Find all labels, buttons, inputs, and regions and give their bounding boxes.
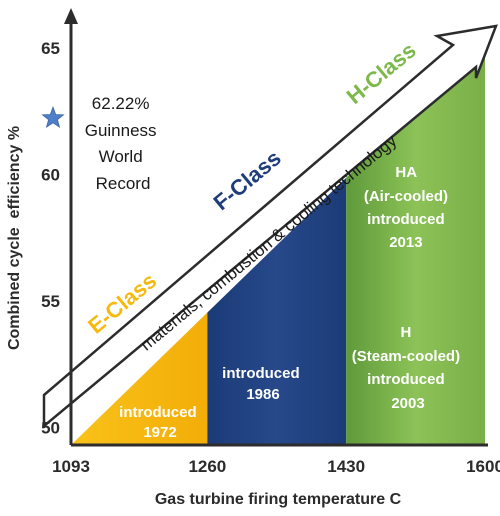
band-text-h-line-6: (Steam-cooled): [352, 348, 460, 365]
band-text-h-class: HA (Air-cooled) introduced 2013 H (Steam…: [352, 164, 465, 412]
y-tick-label: 55: [41, 292, 60, 311]
x-tick-label: 1260: [188, 457, 226, 476]
record-annotation: 62.22% Guinness World Record: [85, 94, 162, 193]
star-icon: [41, 106, 65, 129]
y-tick-label: 50: [41, 418, 60, 437]
record-line-3: World: [99, 147, 143, 166]
band-text-f-line-2: 1986: [246, 386, 279, 403]
band-text-h-line-1: HA: [395, 164, 417, 181]
band-e-class: [71, 312, 208, 445]
y-ticks: 50 55 60 65: [41, 39, 60, 437]
band-f-class: [207, 177, 347, 446]
x-tick-label: 1430: [327, 457, 365, 476]
band-text-h-line-4: 2013: [389, 234, 422, 251]
band-text-h-line-7: introduced: [367, 371, 445, 388]
record-line-2: Guinness: [85, 121, 157, 140]
x-tick-label: 1600: [466, 457, 500, 476]
y-axis-title: Combined cycle efficiency %: [6, 126, 23, 350]
band-text-e-class: introduced 1972: [119, 404, 201, 441]
y-axis-arrowhead: [64, 8, 78, 24]
x-ticks: 1093 1260 1430 1600: [52, 457, 500, 476]
band-text-e-line-2: 1972: [143, 424, 176, 441]
record-line-4: Record: [96, 174, 151, 193]
bands-layer: [71, 42, 485, 446]
y-tick-label: 60: [41, 165, 60, 184]
y-tick-label: 65: [41, 39, 60, 58]
x-tick-label: 1093: [52, 457, 90, 476]
technology-arrow: [42, 24, 498, 429]
band-text-e-line-1: introduced: [119, 404, 197, 421]
x-axis-title: Gas turbine firing temperature C: [155, 491, 402, 508]
band-text-h-line-2: (Air-cooled): [364, 188, 448, 205]
record-line-1: 62.22%: [92, 94, 150, 113]
band-text-f-class: introduced 1986: [222, 365, 304, 403]
band-text-h-line-8: 2003: [391, 395, 424, 412]
band-text-f-line-1: introduced: [222, 365, 300, 382]
band-h-class: [346, 42, 485, 446]
band-text-h-line-3: introduced: [367, 211, 445, 228]
band-text-h-line-5: H: [400, 324, 411, 341]
